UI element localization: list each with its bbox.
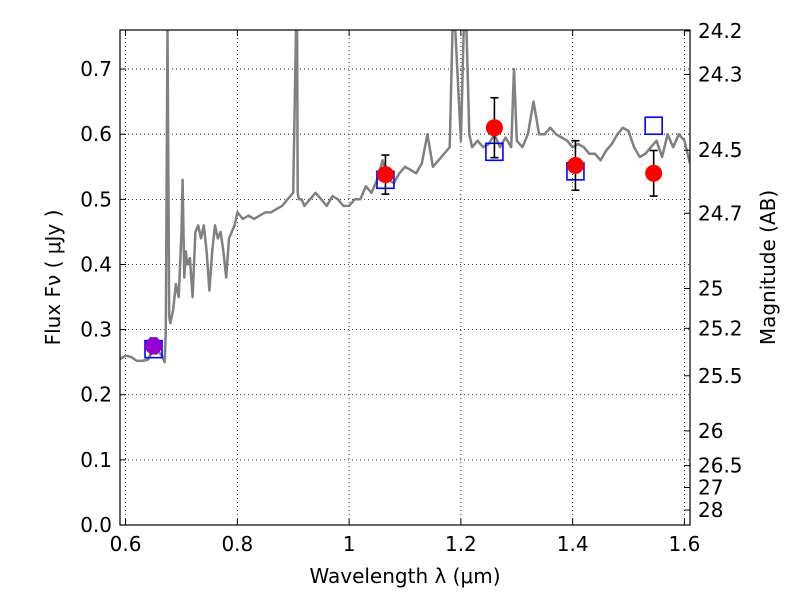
x-tick-label: 1.2 [445, 532, 477, 556]
plot-frame [119, 29, 691, 526]
y2-tick-label: 26.5 [698, 454, 743, 478]
y2-tick-label: 28 [698, 498, 723, 522]
observed-point [645, 164, 663, 182]
y2-axis-title: Magnitude (AB) [756, 190, 780, 345]
y2-tick-label: 26 [698, 419, 723, 443]
observed-point [566, 156, 584, 174]
y2-tick-label: 24.5 [698, 138, 743, 162]
grid-layer [120, 30, 690, 526]
ticks-layer: 0.6 0.8 1 1.2 1.4 1.6 0.0 0.1 0.2 0.3 0.4 0.5 0.6 0.7… [80, 19, 742, 556]
x-axis-title: Wavelength λ (μm) [309, 564, 500, 588]
y-tick-label: 0.3 [80, 318, 112, 342]
model-spectrum-line [120, 30, 690, 364]
y2-tick-label: 24.2 [698, 19, 743, 43]
x-tick-label: 0.8 [221, 532, 253, 556]
y2-tick-label: 27 [698, 476, 723, 500]
x-tick-label: 1.4 [557, 532, 589, 556]
y2-tick-label: 24.7 [698, 201, 743, 225]
observed-point [485, 119, 503, 137]
y-tick-label: 0.5 [80, 187, 112, 211]
y2-tick-label: 25.2 [698, 316, 743, 340]
y-tick-label: 0.6 [80, 122, 112, 146]
y2-tick-label: 24.3 [698, 62, 743, 86]
y-tick-label: 0.2 [80, 383, 112, 407]
x-tick-label: 1.6 [669, 532, 701, 556]
y-axis-title: Flux Fν ( μJy ) [41, 210, 65, 346]
y-tick-label: 0.4 [80, 252, 112, 276]
y-tick-label: 0.7 [80, 57, 112, 81]
x-tick-label: 0.6 [110, 532, 142, 556]
x-tick-label: 1 [343, 532, 356, 556]
observed-point [145, 337, 163, 355]
y-tick-label: 0.1 [80, 448, 112, 472]
y2-tick-label: 25 [698, 277, 723, 301]
y2-tick-label: 25.5 [698, 364, 743, 388]
series-layer [120, 30, 690, 364]
observed-point [376, 166, 394, 184]
y-tick-label: 0.0 [80, 513, 112, 537]
model-photometry-square [644, 116, 663, 136]
